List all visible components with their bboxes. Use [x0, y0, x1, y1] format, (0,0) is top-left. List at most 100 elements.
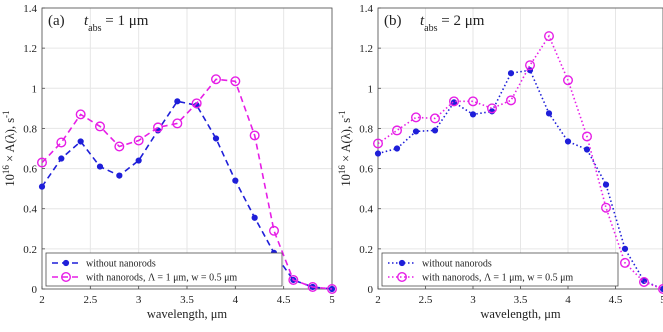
panel-b-title: tabs = 2 μm — [420, 13, 485, 34]
a-data-point — [77, 138, 84, 145]
b-data-point — [449, 96, 460, 107]
b-data-point — [545, 110, 553, 117]
b-y-tick-label: 0 — [368, 284, 374, 296]
b-series-with-nanorods — [373, 31, 663, 294]
a-series-line — [41, 100, 333, 290]
panel-a-grid — [41, 7, 333, 290]
b-y-tick-label: 1.4 — [359, 3, 373, 15]
a-x-tick-label: 4.5 — [277, 294, 291, 306]
panel-b-legend-entry-with: with nanorods, Λ = 1 μm, w = 0.5 μm — [422, 273, 573, 284]
a-data-point — [269, 225, 280, 236]
b-data-point — [639, 276, 650, 287]
panel-b-legend-box — [381, 252, 619, 287]
panel-b-series — [373, 31, 663, 294]
b-data-point — [431, 127, 439, 134]
panel-a-legend-entry-without: without nanorods — [86, 259, 156, 270]
panel-b-label: (b) — [384, 13, 402, 29]
panel-a-y-axis-label: 1016 × A(λ), s-1 — [1, 110, 17, 186]
b-series-line — [377, 69, 663, 290]
b-data-point — [507, 70, 515, 77]
panel-a-series — [37, 74, 338, 295]
panel-a-ticks: 2 2.5 3 3.5 4 4.5 5 0 0.2 0.4 0.6 0.8 1 1.2 1.4 — [23, 3, 335, 306]
a-data-point — [114, 141, 125, 152]
panel-a-ylabel-base: 10 — [3, 174, 17, 187]
panel-b-title-sub: abs — [424, 23, 437, 34]
a-y-tick-label: 0.8 — [23, 123, 37, 135]
b-x-tick-label: 4.5 — [609, 294, 623, 306]
panel-b-y-axis-label: 1016 × A(λ), s-1 — [337, 110, 353, 186]
panel-b-ylabel-exp: 16 — [337, 165, 347, 175]
a-y-tick-label: 1.2 — [23, 43, 37, 55]
b-data-point — [582, 131, 593, 142]
a-data-point — [191, 98, 202, 109]
a-x-tick-label: 2.5 — [83, 294, 97, 306]
a-data-point — [37, 157, 48, 168]
a-x-tick-label: 3.5 — [180, 294, 194, 306]
b-data-point — [602, 181, 610, 188]
a-x-tick-label: 4 — [233, 294, 239, 306]
panel-a: 2 2.5 3 3.5 4 4.5 5 0 0.2 0.4 0.6 0.8 1 1.2 1.4 (a) ta… — [1, 3, 338, 321]
panel-b-legend-entry-without: without nanorods — [422, 259, 492, 270]
panel-b-ylabel-base: 10 — [339, 174, 353, 187]
panel-b-legend: without nanorods with nanorods, Λ = 1 μm… — [381, 252, 619, 287]
panel-a-title-sub: abs — [88, 23, 101, 34]
a-y-tick-label: 0 — [32, 284, 38, 296]
a-data-point — [58, 155, 65, 162]
b-data-point — [583, 146, 591, 153]
b-data-point — [374, 150, 382, 157]
b-data-point — [469, 111, 477, 118]
b-legend-marker — [398, 259, 406, 267]
b-data-point — [563, 75, 574, 86]
b-data-point — [659, 285, 663, 293]
b-data-point — [430, 113, 441, 124]
a-x-tick-label: 3 — [136, 294, 142, 306]
a-data-point — [288, 274, 299, 285]
panel-a-x-axis-label: wavelength, μm — [147, 307, 228, 321]
panel-b-title-var: t — [420, 13, 425, 29]
a-data-point — [75, 109, 86, 120]
a-data-point — [210, 74, 221, 85]
a-data-point — [249, 130, 260, 141]
b-data-point — [412, 128, 420, 135]
panel-b-legend-symbols — [388, 259, 416, 283]
a-data-point — [232, 177, 239, 184]
panel-a-title-var: t — [84, 13, 89, 29]
panel-a-ylabel-rest: × A(λ), s — [3, 118, 17, 165]
b-x-tick-label: 2 — [375, 294, 381, 306]
a-data-point — [133, 135, 144, 146]
panel-a-legend: without nanorods with nanorods, Λ = 1 μm… — [45, 252, 283, 287]
a-y-tick-label: 0.2 — [23, 244, 37, 256]
a-data-point — [94, 121, 105, 132]
a-data-point — [174, 98, 181, 105]
panel-b-ylabel-unit-exp: -1 — [337, 110, 347, 118]
b-data-point — [564, 138, 572, 145]
a-data-point — [307, 281, 318, 292]
panel-a-ylabel-unit-exp: -1 — [1, 110, 11, 118]
panel-a-legend-entry-with: with nanorods, Λ = 1 μm, w = 0.5 μm — [86, 273, 237, 284]
a-data-point — [152, 122, 163, 133]
a-y-tick-label: 0.4 — [23, 204, 37, 216]
a-data-point — [116, 172, 123, 179]
panel-a-title: tabs = 1 μm — [84, 13, 149, 34]
b-data-point — [658, 284, 663, 294]
b-x-tick-label: 2.5 — [419, 294, 433, 306]
a-y-tick-label: 0.6 — [23, 164, 37, 176]
panel-b-ticks: 2 2.5 3 3.5 4 4.5 5 0 0.2 0.4 0.6 0.8 1 1.2 1.4 — [359, 3, 663, 306]
a-data-point — [135, 157, 142, 164]
a-series-line — [41, 78, 333, 290]
a-y-tick-label: 1.4 — [23, 3, 37, 15]
panel-a-legend-symbols — [52, 259, 80, 283]
b-data-point — [373, 138, 384, 149]
b-data-point — [525, 60, 536, 71]
a-data-point — [251, 214, 258, 221]
a-legend-marker — [61, 272, 72, 283]
panel-b-x-axis-label: wavelength, μm — [480, 307, 561, 321]
b-x-tick-label: 5 — [660, 294, 663, 306]
b-y-tick-label: 1.2 — [359, 43, 373, 55]
b-data-point — [506, 95, 517, 106]
panel-b-ylabel-rest: × A(λ), s — [339, 118, 353, 165]
a-x-tick-label: 5 — [329, 294, 335, 306]
b-x-tick-label: 3 — [470, 294, 476, 306]
a-data-point — [172, 118, 183, 129]
